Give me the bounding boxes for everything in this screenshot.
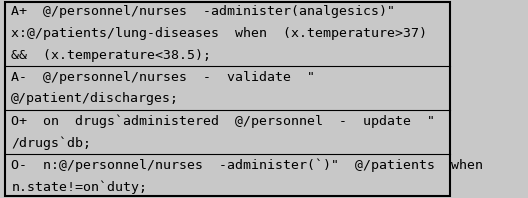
Text: A-  @/personnel/nurses  -  validate  ": A- @/personnel/nurses - validate " [12,70,315,84]
Text: &&  (x.temperature<38.5);: && (x.temperature<38.5); [12,49,211,62]
Text: /drugs`db;: /drugs`db; [12,136,91,150]
Text: A+  @/personnel/nurses  -administer(analgesics)": A+ @/personnel/nurses -administer(analge… [12,5,395,17]
Text: @/patient/discharges;: @/patient/discharges; [12,92,180,106]
Text: O+  on  drugs`administered  @/personnel  -  update  ": O+ on drugs`administered @/personnel - u… [12,114,436,128]
Text: O-  n:@/personnel/nurses  -administer(`)"  @/patients  when: O- n:@/personnel/nurses -administer(`)" … [12,158,483,172]
Text: n.state!=on`duty;: n.state!=on`duty; [12,180,147,194]
Text: x:@/patients/lung-diseases  when  (x.temperature>37): x:@/patients/lung-diseases when (x.tempe… [12,27,427,39]
